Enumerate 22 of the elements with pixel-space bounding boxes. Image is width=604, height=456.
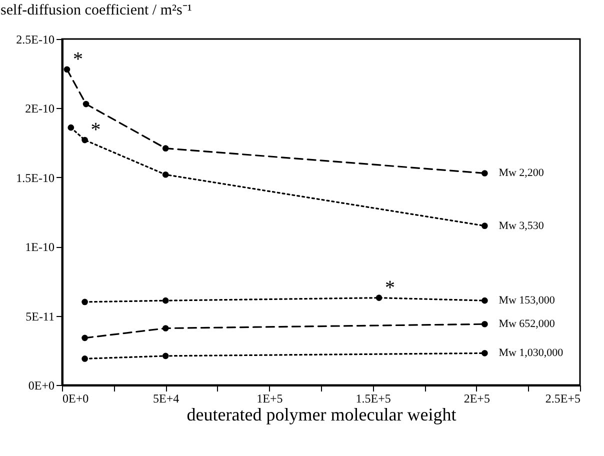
series-label: Mw 153,000 xyxy=(498,294,556,307)
annotation: * xyxy=(385,276,396,299)
annotation: * xyxy=(72,48,83,70)
y-tick-label: 2.5E-10 xyxy=(16,32,54,46)
series-label: Mw 2,200 xyxy=(498,167,544,180)
y-tick-label: 1.5E-10 xyxy=(16,170,54,185)
y-tick-label: 5E-11 xyxy=(26,309,54,324)
y-tick-label: 0E+0 xyxy=(28,378,54,392)
series-label: Mw 1,030,000 xyxy=(498,347,564,360)
x-axis-title: deuterated polymer molecular weight xyxy=(186,404,456,424)
y-axis-title: self-diffusion coefficient / m²s⁻¹ xyxy=(0,2,192,18)
x-tick-label: 0E+0 xyxy=(62,392,89,406)
x-tick-label: 5E+4 xyxy=(153,392,180,406)
y-tick-label: 1E-10 xyxy=(25,240,54,254)
x-tick-label: 2E+5 xyxy=(464,392,490,406)
annotation: * xyxy=(90,119,101,142)
series-label: Mw 652,000 xyxy=(498,318,556,330)
y-tick-label: 2E-10 xyxy=(25,102,54,116)
series-label: Mw 3,530 xyxy=(498,220,544,232)
x-tick-label: 1E+5 xyxy=(256,392,283,406)
x-tick-label: 1.5E+5 xyxy=(356,392,391,406)
x-tick-label: 2.5E+5 xyxy=(545,392,580,406)
